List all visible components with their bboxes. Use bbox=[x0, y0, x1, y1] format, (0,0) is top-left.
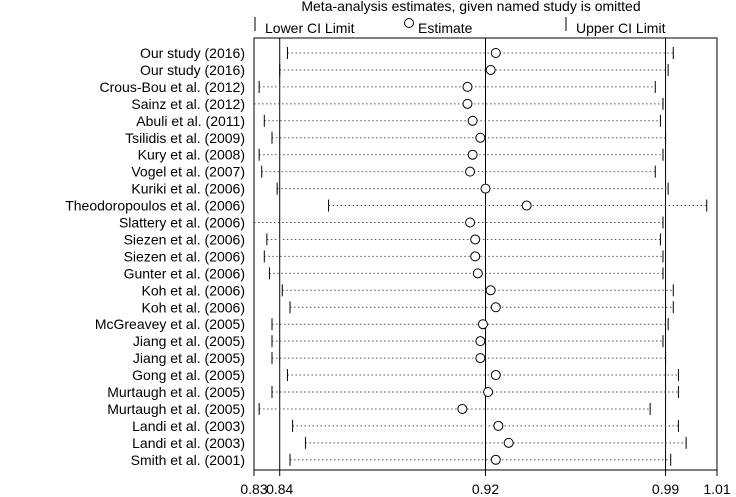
study-row: Landi et al. (2003) bbox=[132, 435, 687, 451]
study-label: Jiang et al. (2005) bbox=[133, 333, 245, 349]
estimate-marker bbox=[475, 132, 486, 143]
x-tick-label: 1.01 bbox=[703, 481, 730, 497]
study-row: Slattery et al. (2006) bbox=[119, 215, 664, 231]
estimate-marker bbox=[462, 81, 473, 92]
estimate-marker bbox=[493, 420, 504, 431]
study-label: Abuli et al. (2011) bbox=[136, 113, 245, 129]
study-label: Slattery et al. (2006) bbox=[119, 215, 245, 231]
study-label: Our study (2016) bbox=[140, 45, 245, 61]
study-label: Murtaugh et al. (2005) bbox=[107, 384, 245, 400]
estimate-marker bbox=[472, 268, 483, 279]
estimate-marker bbox=[465, 166, 476, 177]
estimate-marker bbox=[475, 336, 486, 347]
estimate-marker bbox=[480, 183, 491, 194]
study-row: Tsilidis et al. (2009) bbox=[125, 130, 667, 146]
study-label: Gong et al. (2005) bbox=[132, 367, 245, 383]
study-label: Smith et al. (2001) bbox=[131, 452, 245, 468]
study-row: Jiang et al. (2005) bbox=[133, 350, 667, 366]
study-row: Siezen et al. (2006) bbox=[124, 231, 661, 247]
study-row: Siezen et al. (2006) bbox=[124, 248, 664, 264]
study-label: Kury et al. (2008) bbox=[138, 147, 245, 163]
study-row: Crous-Bou et al. (2012) bbox=[99, 79, 656, 95]
x-tick-label: 0.92 bbox=[472, 481, 499, 497]
study-row: Gong et al. (2005) bbox=[132, 367, 679, 383]
study-label: Sainz et al. (2012) bbox=[131, 96, 245, 112]
study-label: Landi et al. (2003) bbox=[132, 435, 245, 451]
study-row: Sainz et al. (2012) bbox=[131, 96, 664, 112]
study-row: Our study (2016) bbox=[140, 45, 674, 61]
study-label: McGreavey et al. (2005) bbox=[95, 316, 245, 332]
study-label: Landi et al. (2003) bbox=[132, 418, 245, 434]
study-label: Jiang et al. (2005) bbox=[133, 350, 245, 366]
legend-estimate-marker bbox=[404, 18, 414, 28]
study-label: Kuriki et al. (2006) bbox=[131, 181, 245, 197]
study-row: Murtaugh et al. (2005) bbox=[107, 384, 679, 400]
x-tick-label: 0.84 bbox=[266, 481, 293, 497]
estimate-marker bbox=[485, 285, 496, 296]
study-row: Murtaugh et al. (2005) bbox=[107, 401, 651, 417]
estimate-marker bbox=[477, 319, 488, 330]
study-row: Abuli et al. (2011) bbox=[136, 113, 661, 129]
chart-title: Meta-analysis estimates, given named stu… bbox=[301, 0, 640, 14]
study-label: Koh et al. (2006) bbox=[141, 282, 245, 298]
study-row: Jiang et al. (2005) bbox=[133, 333, 664, 349]
estimate-marker bbox=[490, 48, 501, 58]
study-row: Vogel et al. (2007) bbox=[131, 164, 656, 180]
study-row: Koh et al. (2006) bbox=[141, 282, 674, 298]
legend-upper-label: Upper CI Limit bbox=[576, 20, 666, 36]
estimate-marker bbox=[503, 437, 514, 448]
legend: Lower CI Limit Estimate Upper CI Limit bbox=[254, 17, 666, 36]
estimate-marker bbox=[470, 251, 481, 262]
estimate-marker bbox=[462, 98, 473, 109]
study-label: Koh et al. (2006) bbox=[141, 299, 245, 315]
study-label: Siezen et al. (2006) bbox=[124, 248, 245, 264]
study-label: Vogel et al. (2007) bbox=[131, 164, 245, 180]
study-row: Gunter et al. (2006) bbox=[124, 265, 664, 281]
study-label: Crous-Bou et al. (2012) bbox=[99, 79, 245, 95]
study-row: Kuriki et al. (2006) bbox=[131, 181, 669, 197]
study-label: Tsilidis et al. (2009) bbox=[125, 130, 245, 146]
study-row: Theodoropoulos et al. (2006) bbox=[65, 198, 708, 214]
estimate-marker bbox=[465, 217, 476, 228]
estimate-marker bbox=[490, 454, 501, 465]
estimate-marker bbox=[457, 403, 468, 414]
estimate-marker bbox=[490, 370, 501, 381]
study-row: Smith et al. (2001) bbox=[131, 452, 672, 468]
legend-estimate-label: Estimate bbox=[418, 20, 473, 36]
study-label: Theodoropoulos et al. (2006) bbox=[65, 198, 245, 214]
estimate-marker bbox=[521, 200, 532, 211]
study-row: Kury et al. (2008) bbox=[138, 147, 664, 163]
estimate-marker bbox=[475, 353, 486, 364]
study-label: Our study (2016) bbox=[140, 62, 245, 78]
estimate-marker bbox=[467, 149, 478, 160]
study-row: Landi et al. (2003) bbox=[132, 418, 679, 434]
x-tick-label: 0.83 bbox=[240, 481, 267, 497]
study-row: Our study (2016) bbox=[140, 62, 669, 78]
study-label: Murtaugh et al. (2005) bbox=[107, 401, 245, 417]
study-label: Siezen et al. (2006) bbox=[124, 231, 245, 247]
estimate-marker bbox=[485, 64, 496, 75]
study-row: Koh et al. (2006) bbox=[141, 299, 674, 315]
estimate-marker bbox=[490, 302, 501, 313]
estimate-marker bbox=[470, 234, 481, 245]
estimate-marker bbox=[483, 387, 494, 397]
study-label: Gunter et al. (2006) bbox=[124, 265, 245, 281]
estimate-marker bbox=[467, 115, 478, 126]
study-row: McGreavey et al. (2005) bbox=[95, 316, 669, 332]
legend-lower-label: Lower CI Limit bbox=[265, 20, 355, 36]
x-tick-label: 0.99 bbox=[652, 481, 679, 497]
